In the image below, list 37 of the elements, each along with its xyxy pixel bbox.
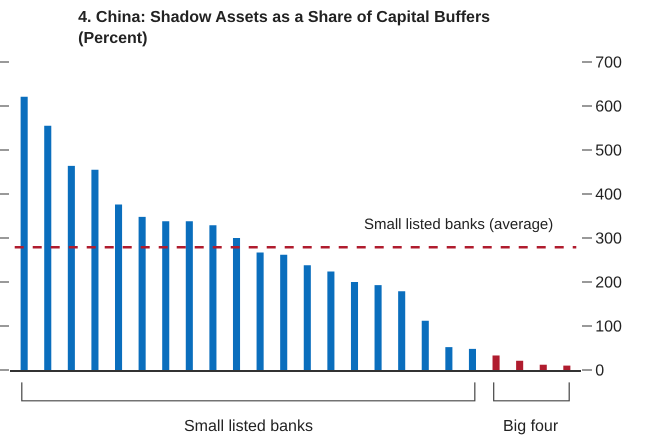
y-tick-label: 400: [595, 186, 622, 204]
bar: [350, 282, 358, 370]
bar: [91, 170, 98, 370]
text: Small listed banks: [184, 418, 313, 435]
y-tick-label: 300: [595, 230, 622, 248]
bar: [20, 96, 28, 370]
bar: [162, 221, 170, 370]
bar: [68, 166, 75, 370]
bar: [516, 360, 524, 370]
bar: [540, 364, 547, 370]
y-tick-label: 100: [595, 318, 622, 336]
bar: [327, 271, 334, 370]
y-tick-label: 200: [595, 274, 622, 292]
bar: [138, 216, 146, 370]
bar: [280, 254, 288, 370]
bar: [492, 355, 500, 370]
bar: [256, 252, 264, 370]
ref-line-label: Small listed banks (average): [364, 216, 554, 233]
y-tick-label: 0: [595, 362, 604, 380]
bar: [468, 348, 476, 370]
chart-subtitle: (Percent): [78, 30, 148, 47]
bar: [398, 291, 406, 370]
chart-title: 4. China: Shadow Assets as a Share of Capital Buffers: [78, 9, 490, 26]
y-tick-label: 700: [595, 54, 622, 72]
bar: [374, 285, 382, 370]
bar: [445, 347, 452, 370]
bar: [563, 366, 570, 370]
bar: [115, 204, 122, 370]
bar: [422, 320, 429, 370]
bar: [44, 126, 52, 370]
bar: [209, 225, 216, 370]
bar: [304, 265, 311, 370]
y-tick-label: 500: [595, 142, 622, 160]
bar: [186, 221, 193, 370]
y-tick-label: 600: [595, 98, 622, 116]
bar: [232, 238, 240, 370]
text: Big four: [503, 418, 559, 435]
